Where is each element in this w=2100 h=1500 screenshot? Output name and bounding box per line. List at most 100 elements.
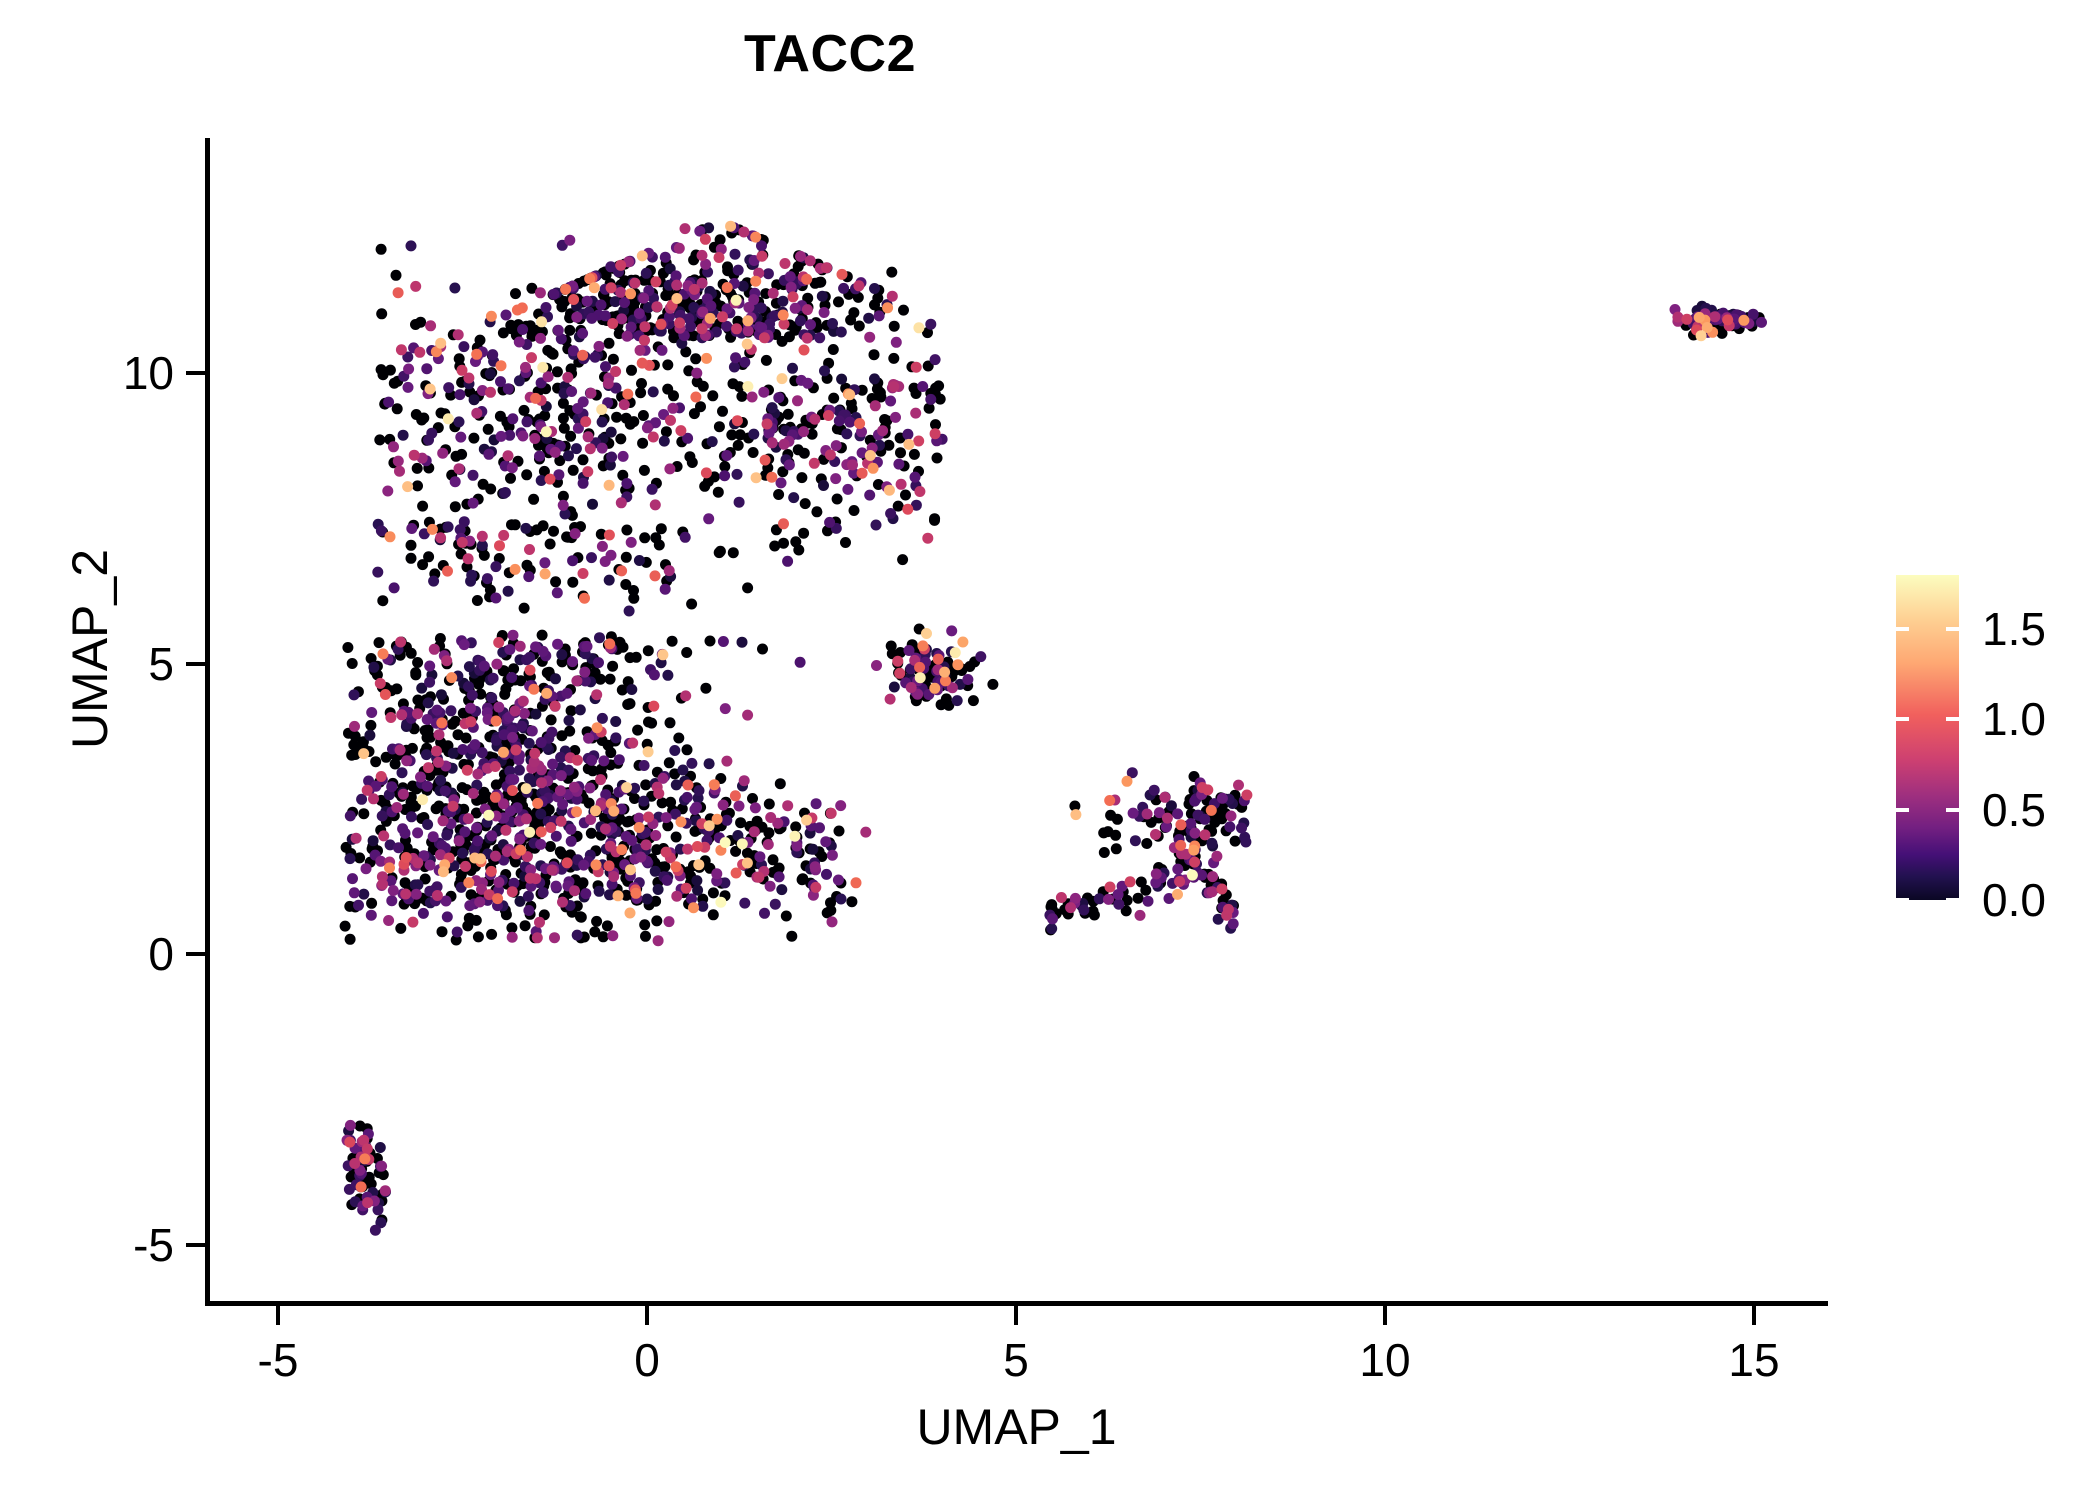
scatter-point (1129, 835, 1141, 847)
scatter-point (869, 283, 880, 294)
scatter-point (370, 756, 382, 768)
scatter-point (798, 344, 810, 356)
scatter-point (801, 273, 813, 285)
scatter-point (1233, 779, 1244, 791)
scatter-point (879, 414, 891, 425)
y-tick-label: 0 (148, 928, 174, 980)
scatter-point (748, 428, 760, 440)
scatter-point (826, 916, 838, 928)
scatter-point (449, 501, 461, 513)
scatter-point (514, 895, 526, 907)
x-tick-label: 15 (1728, 1334, 1780, 1386)
scatter-point (597, 931, 609, 943)
scatter-point (424, 660, 436, 672)
scatter-point (856, 384, 868, 396)
page-title: TACC2 (744, 25, 916, 83)
scatter-point (900, 489, 911, 501)
scatter-point (660, 846, 672, 858)
scatter-point (603, 529, 615, 541)
scatter-point (604, 889, 615, 901)
scatter-point (471, 779, 483, 791)
scatter-point (472, 835, 484, 847)
scatter-point (1103, 893, 1114, 905)
scatter-point (506, 931, 518, 943)
scatter-point (556, 730, 568, 742)
scatter-point (383, 915, 395, 926)
scatter-point (730, 352, 742, 364)
scatter-point (715, 896, 727, 908)
scatter-point (661, 874, 673, 886)
scatter-point (366, 897, 378, 909)
scatter-point (395, 922, 407, 934)
scatter-point (703, 820, 715, 832)
scatter-point (1224, 821, 1236, 833)
scatter-point (706, 436, 718, 448)
scatter-point (506, 672, 518, 683)
scatter-point (375, 855, 387, 867)
scatter-point (1150, 877, 1162, 889)
scatter-point (1672, 311, 1684, 323)
scatter-plot-panel[interactable] (210, 138, 1828, 1301)
scatter-point (477, 478, 489, 490)
scatter-point (890, 336, 902, 348)
scatter-point (471, 348, 483, 360)
scatter-point (1212, 913, 1224, 925)
scatter-point (809, 277, 821, 289)
scatter-point (518, 602, 530, 614)
scatter-point (1701, 322, 1713, 333)
scatter-point (599, 310, 611, 322)
scatter-point (653, 788, 665, 799)
scatter-point (416, 682, 428, 694)
scatter-point (719, 837, 731, 848)
scatter-point (691, 875, 703, 887)
scatter-point (636, 357, 648, 369)
scatter-point (688, 254, 700, 266)
scatter-point (1199, 813, 1211, 825)
scatter-point (776, 884, 788, 896)
scatter-point (431, 704, 443, 716)
scatter-point (554, 846, 566, 858)
scatter-point (403, 363, 415, 375)
scatter-point (544, 841, 556, 852)
scatter-point (643, 811, 654, 823)
scatter-point (629, 782, 641, 794)
scatter-point (659, 583, 671, 595)
scatter-point (931, 452, 943, 464)
scatter-point (642, 645, 654, 657)
scatter-point (735, 817, 747, 829)
scatter-point (664, 463, 676, 475)
scatter-point (443, 382, 455, 394)
scatter-point (1229, 835, 1241, 847)
scatter-point (922, 327, 933, 339)
scatter-point (411, 462, 423, 474)
scatter-point (529, 433, 541, 444)
scatter-point (795, 250, 806, 262)
scatter-point (454, 524, 466, 536)
scatter-point (450, 934, 462, 946)
scatter-point (1141, 808, 1153, 820)
scatter-point (472, 768, 484, 780)
scatter-point (591, 915, 603, 927)
scatter-point (783, 459, 795, 471)
scatter-point (515, 675, 527, 687)
scatter-point (342, 642, 354, 653)
scatter-point (605, 261, 617, 273)
scatter-point (914, 661, 926, 673)
scatter-point (1110, 843, 1122, 855)
scatter-point (779, 258, 791, 269)
scatter-point (619, 297, 630, 308)
scatter-point (478, 786, 490, 798)
scatter-point (1065, 902, 1077, 914)
scatter-point (750, 472, 762, 484)
scatter-point (895, 447, 906, 459)
scatter-point (562, 371, 574, 383)
scatter-point (609, 296, 621, 308)
scatter-point (786, 930, 798, 942)
scatter-point (535, 332, 546, 344)
scatter-point (670, 779, 682, 791)
scatter-point (461, 764, 473, 776)
scatter-point (506, 462, 518, 474)
scatter-point (636, 378, 647, 389)
scatter-point (528, 683, 540, 695)
scatter-point (905, 663, 917, 675)
